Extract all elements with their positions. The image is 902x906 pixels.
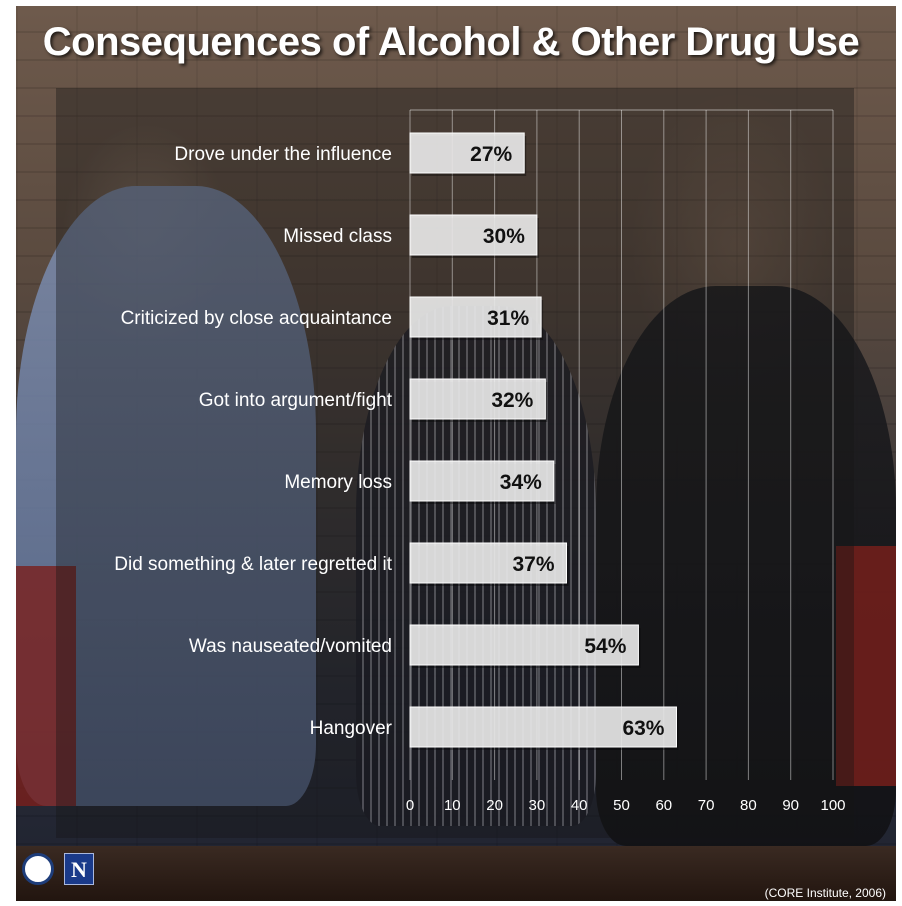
bar [409, 132, 525, 174]
x-tick-label: 70 [698, 797, 715, 814]
category-label: Was nauseated/vomited [189, 636, 392, 657]
table-edge [16, 846, 896, 901]
university-n-logo-icon: N [64, 853, 94, 885]
category-label: Memory loss [284, 472, 392, 493]
sofa-right-arm [836, 546, 896, 786]
bar [409, 460, 555, 502]
x-tick-label: 90 [782, 797, 799, 814]
x-tick-label: 20 [486, 797, 503, 814]
x-tick-label: 0 [406, 797, 414, 814]
caart-logo-icon [22, 853, 54, 885]
sofa-left-arm [16, 566, 76, 806]
x-tick-label: 100 [820, 797, 845, 814]
data-label: 32% [491, 389, 533, 412]
bar [409, 296, 542, 338]
source-citation: (CORE Institute, 2006) [764, 886, 886, 900]
x-tick-label: 60 [655, 797, 672, 814]
x-tick-label: 10 [444, 797, 461, 814]
bar [409, 378, 546, 420]
background-photo [16, 6, 896, 901]
x-tick-label: 40 [571, 797, 588, 814]
data-label: 27% [470, 143, 512, 166]
data-label: 31% [487, 307, 529, 330]
x-tick-label: 80 [740, 797, 757, 814]
chart-title: Consequences of Alcohol & Other Drug Use [42, 20, 860, 64]
bar [409, 214, 538, 256]
data-label: 30% [483, 225, 525, 248]
x-tick-label: 30 [529, 797, 546, 814]
data-label: 63% [622, 717, 664, 740]
data-label: 54% [584, 635, 626, 658]
category-label: Drove under the influence [174, 144, 392, 165]
category-label: Criticized by close acquaintance [121, 308, 392, 329]
category-label: Got into argument/fight [199, 390, 393, 411]
category-label: Did something & later regretted it [114, 554, 392, 575]
data-label: 37% [512, 553, 554, 576]
data-label: 34% [500, 471, 542, 494]
bar [409, 624, 639, 666]
x-tick-label: 50 [613, 797, 630, 814]
category-label: Hangover [310, 718, 393, 739]
bar [409, 706, 677, 748]
category-label: Missed class [283, 226, 392, 247]
bar [409, 542, 568, 584]
